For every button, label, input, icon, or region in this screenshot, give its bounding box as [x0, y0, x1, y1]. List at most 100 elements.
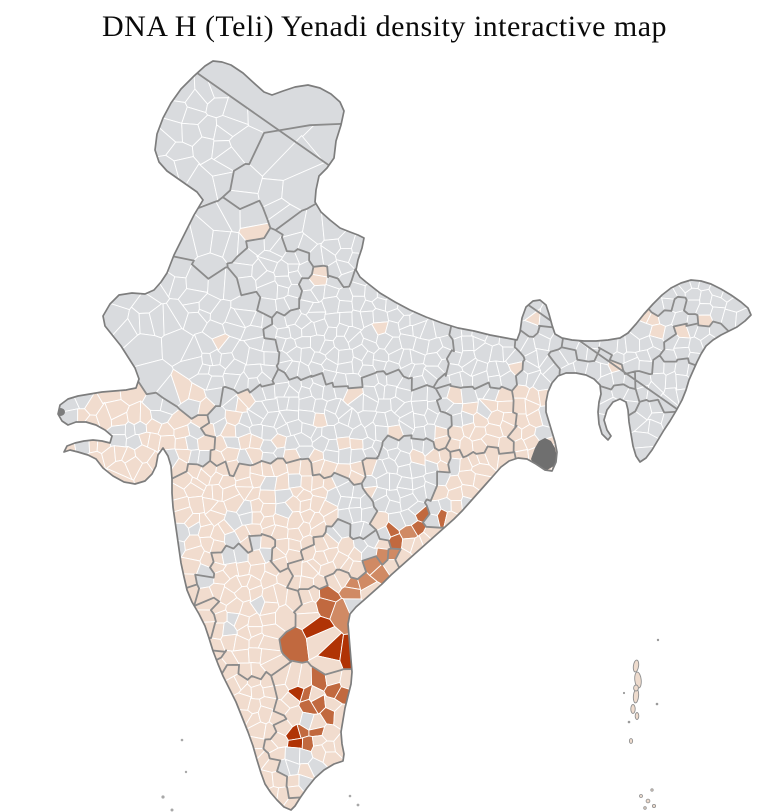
lakshadweep-islet-dot [161, 795, 165, 799]
district-cell[interactable] [54, 572, 198, 633]
district-cell[interactable] [333, 730, 769, 812]
nicobar-island[interactable] [639, 794, 643, 798]
district-cell[interactable] [417, 49, 687, 324]
district-cell[interactable] [53, 408, 79, 433]
district-cell[interactable] [54, 352, 81, 415]
district-cell[interactable] [448, 297, 463, 341]
district-cell[interactable] [169, 637, 226, 653]
district-cell[interactable] [513, 51, 693, 294]
district-cell[interactable] [192, 786, 280, 812]
district-cell[interactable] [460, 335, 475, 352]
district-cell[interactable] [349, 437, 364, 451]
district-cell[interactable] [700, 333, 769, 398]
district-cell[interactable] [598, 305, 620, 356]
district-cell[interactable] [708, 142, 769, 299]
district-cell[interactable] [138, 506, 194, 524]
district-cell[interactable] [339, 632, 769, 670]
district-cell[interactable] [307, 757, 382, 812]
district-cell[interactable] [53, 468, 141, 600]
nicobar-island[interactable] [643, 806, 647, 810]
district-cell[interactable] [250, 684, 265, 700]
district-cell[interactable] [53, 77, 177, 175]
district-cell[interactable] [472, 473, 529, 521]
district-cell[interactable] [54, 583, 200, 673]
district-cell[interactable] [456, 141, 504, 337]
district-cell[interactable] [71, 429, 91, 462]
district-cell[interactable] [319, 50, 467, 241]
lakshadweep-islet-dot [180, 738, 184, 742]
district-cell[interactable] [172, 675, 242, 718]
district-cell[interactable] [697, 50, 769, 292]
district-cell[interactable] [675, 386, 769, 458]
district-cell[interactable] [53, 426, 79, 530]
district-cell[interactable] [545, 430, 744, 812]
district-cell[interactable] [339, 665, 769, 772]
district-cell[interactable] [286, 396, 300, 412]
district-cell[interactable] [360, 581, 475, 665]
district-cell[interactable] [498, 313, 517, 348]
district-cell[interactable] [574, 222, 653, 324]
district-cell[interactable] [287, 473, 302, 489]
district-cell[interactable] [403, 49, 679, 300]
district-cell[interactable] [734, 297, 769, 399]
district-cell[interactable] [151, 556, 201, 575]
andaman-island[interactable] [633, 684, 639, 692]
andaman-islet-dot [622, 691, 626, 695]
district-cell[interactable] [337, 446, 352, 465]
district-cell[interactable] [210, 692, 252, 711]
district-cell[interactable] [286, 773, 300, 788]
district-cell[interactable] [686, 362, 769, 413]
district-cell[interactable] [247, 647, 263, 664]
district-cell[interactable] [423, 526, 593, 686]
nicobar-island[interactable] [650, 788, 654, 792]
lakshadweep-islet-dot [348, 794, 352, 798]
district-cell[interactable] [512, 397, 527, 415]
district-cell[interactable] [322, 751, 409, 812]
district-cell[interactable] [523, 450, 662, 812]
district-cell[interactable] [376, 243, 426, 301]
nicobar-island[interactable] [645, 798, 651, 804]
district-cell[interactable] [338, 586, 362, 600]
district-cell[interactable] [54, 748, 266, 812]
district-cell[interactable] [443, 510, 739, 812]
district-cell[interactable] [567, 211, 665, 317]
district-cell[interactable] [537, 387, 573, 408]
district-cell[interactable] [333, 703, 579, 746]
nicobar-island[interactable] [652, 804, 657, 809]
district-cell[interactable] [418, 531, 723, 812]
district-cell[interactable] [53, 645, 227, 745]
district-cell[interactable] [342, 598, 392, 637]
district-cell[interactable] [687, 351, 755, 388]
andaman-island[interactable] [632, 659, 640, 673]
district-cell[interactable] [53, 521, 186, 604]
andaman-island[interactable] [630, 704, 636, 714]
lakshadweep-islet-dot [170, 808, 174, 812]
district-cell[interactable] [460, 495, 769, 812]
andaman-islet-dot [627, 720, 631, 724]
district-cell[interactable] [614, 50, 756, 290]
andaman-islet-dot [656, 638, 660, 642]
district-cell[interactable] [54, 157, 144, 311]
district-cell[interactable] [91, 621, 217, 663]
district-cell[interactable] [660, 410, 769, 515]
district-cell[interactable] [54, 339, 97, 410]
andaman-island[interactable] [634, 712, 640, 720]
district-cell[interactable] [211, 483, 224, 502]
district-cell[interactable] [72, 769, 274, 812]
lakshadweep-islet-dot [184, 770, 188, 774]
district-cell[interactable] [298, 773, 366, 812]
district-cell[interactable] [578, 275, 608, 350]
district-cell[interactable] [351, 50, 681, 258]
andaman-island[interactable] [628, 738, 634, 744]
district-cell[interactable] [79, 86, 188, 124]
district-cell[interactable] [59, 450, 109, 516]
district-cell[interactable] [396, 200, 483, 316]
district-cell[interactable] [513, 449, 531, 501]
district-cell[interactable] [53, 657, 228, 770]
district-cell[interactable] [337, 299, 354, 314]
district-cell[interactable] [720, 166, 769, 303]
district-cell[interactable] [394, 547, 629, 812]
district-cell[interactable] [53, 706, 253, 812]
district-cell[interactable] [53, 50, 196, 103]
